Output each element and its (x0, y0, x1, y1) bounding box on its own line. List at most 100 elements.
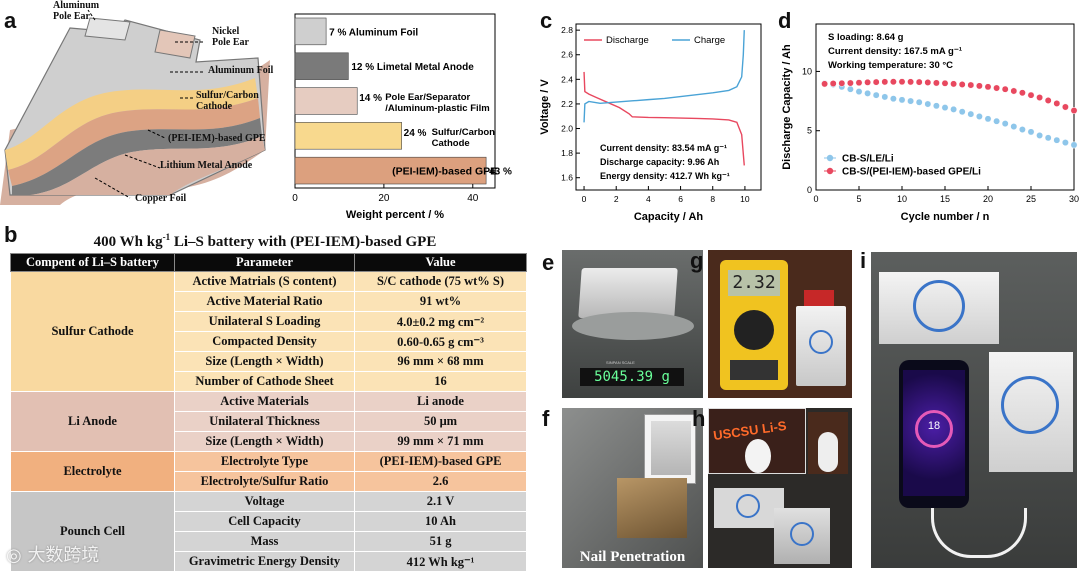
panel-label-g: g (690, 248, 704, 273)
data-point (915, 78, 923, 86)
data-point (915, 98, 923, 106)
data-point (881, 78, 889, 86)
scale-platform (572, 312, 694, 340)
parameter-cell: Size (Length × Width) (174, 351, 355, 372)
multimeter: 2.32 (720, 260, 788, 390)
data-point (889, 95, 897, 103)
data-point (975, 82, 983, 90)
x-tick-label: 15 (940, 194, 950, 204)
legend-label: CB-S/LE/Li (842, 154, 894, 165)
data-point (829, 80, 837, 87)
fan-led-text: USCSU Li-S (712, 417, 788, 444)
bar (294, 122, 402, 150)
value-cell: (PEI-IEM)-based GPE (354, 451, 527, 472)
copper-bottom (30, 136, 265, 195)
panel-label-e: e (542, 250, 555, 275)
data-point (846, 85, 854, 93)
x-tick-label: 0 (813, 194, 818, 204)
photo-fan: USCSU Li-S (708, 408, 852, 568)
phone-charge-level: 18 (927, 420, 941, 432)
data-point (967, 81, 975, 89)
panel-label-a: a (4, 8, 17, 33)
value-cell: Li anode (354, 391, 527, 412)
panel-label-h: h (692, 406, 706, 431)
label-aluminum-pole-ear: Aluminum Pole Ear (53, 0, 100, 22)
data-point (821, 80, 829, 88)
header-parameter: Parameter (174, 253, 355, 272)
y-tick-label: 1.8 (561, 148, 573, 158)
value-cell: 10 Ah (354, 511, 527, 532)
data-point (838, 79, 846, 87)
data-point (950, 80, 958, 88)
bar (294, 17, 327, 46)
scale-display: 5045.39 g (580, 368, 684, 386)
table-title-suffix: Li–S battery with (PEI-IEM)-based GPE (170, 234, 437, 250)
parameter-cell: Electrolyte/Sulfur Ratio (174, 471, 355, 492)
y-tick-label: 2.6 (561, 50, 573, 60)
annotation: Discharge capacity: 9.96 Ah (600, 157, 719, 167)
data-point (950, 105, 958, 113)
inset-battery (644, 414, 696, 484)
parameter-cell: Active Matrials (S content) (174, 271, 355, 292)
data-point (975, 113, 983, 120)
aluminum-pole-ear (84, 17, 131, 41)
value-cell: S/C cathode (75 wt% S) (354, 271, 527, 292)
data-point (941, 104, 949, 112)
smartphone: 18 (899, 360, 969, 508)
data-point (881, 93, 889, 101)
label-anode: Lithium Metal Anode (160, 160, 253, 171)
x-tick-label: 40 (467, 193, 479, 204)
data-point (1061, 103, 1069, 111)
bar-value-label: 24 % (404, 128, 427, 139)
bar (294, 52, 349, 80)
label-cathode: Sulfur/Carbon Cathode (196, 90, 259, 112)
bar-value-label: 14 % (359, 93, 382, 104)
series-line-charge (583, 30, 745, 123)
value-cell: 0.60-0.65 g cm⁻³ (354, 331, 527, 352)
data-point (898, 78, 906, 86)
data-point (898, 96, 906, 104)
group-name-cell: Pounch Cell (10, 491, 175, 572)
label-gpe: (PEI-IEM)-based GPE (168, 133, 266, 144)
legend-label: CB-S/(PEI-IEM)-based GPE/Li (842, 167, 981, 178)
data-point (1070, 141, 1078, 149)
bar-category-label: Sulfur/Carbon (432, 127, 496, 138)
x-tick-label: 8 (710, 194, 715, 204)
data-point (864, 78, 872, 86)
photo-nail-penetration: Nail Penetration (562, 408, 703, 568)
value-cell: 96 mm × 68 mm (354, 351, 527, 372)
data-point (1018, 89, 1026, 97)
cathode-layer (8, 98, 260, 186)
panel-label-d: d (778, 8, 792, 33)
photo-multimeter: 2.32 (708, 250, 852, 398)
group-name-cell: Sulfur Cathode (10, 271, 175, 392)
data-point (984, 83, 992, 91)
value-cell: 99 mm × 71 mm (354, 431, 527, 452)
y-axis-title: Discharge Capacity / Ah (781, 44, 793, 170)
data-point (872, 78, 880, 86)
value-cell: 2.1 V (354, 491, 527, 512)
y-tick-label: 2.2 (561, 99, 573, 109)
annotation: Energy density: 412.7 Wh kg⁻¹ (600, 171, 730, 181)
plot-frame (575, 23, 762, 191)
x-tick-label: 30 (1069, 194, 1079, 204)
parameter-cell: Size (Length × Width) (174, 431, 355, 452)
data-point (907, 78, 915, 86)
battery-schematic (0, 9, 270, 205)
x-tick-label: 4 (646, 194, 651, 204)
x-tick-label: 6 (678, 194, 683, 204)
table-row: Size (Length × Width) 99 mm × 71 mm (11, 431, 527, 452)
data-point (958, 108, 966, 116)
value-cell: 16 (354, 371, 527, 392)
pouch-battery-top (879, 272, 999, 344)
table-row: Mass 51 g (11, 531, 527, 552)
table-title: 400 Wh kg-1 Li–S battery with (PEI-IEM)-… (0, 232, 530, 251)
data-point (1036, 94, 1044, 101)
parameter-cell: Unilateral Thickness (174, 411, 355, 432)
data-point (967, 110, 975, 118)
x-tick-label: 10 (897, 194, 907, 204)
y-tick-label: 5 (807, 126, 812, 136)
bar-category-label: Cathode (432, 138, 470, 149)
data-point (872, 91, 880, 99)
table-row: Compacted Density 0.60-0.65 g cm⁻³ (11, 331, 527, 352)
